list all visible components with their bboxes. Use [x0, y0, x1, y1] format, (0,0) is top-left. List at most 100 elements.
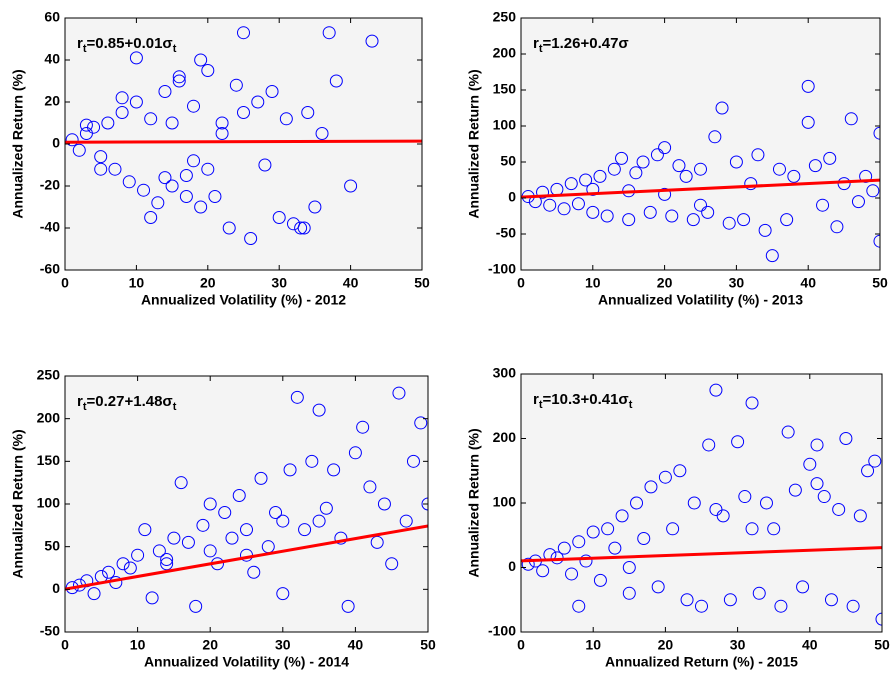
- annotation: rt=10.3+0.41σt: [533, 391, 633, 411]
- point: [658, 470, 672, 484]
- x-tick-label: 10: [585, 637, 601, 653]
- annotation-part: =0.27+1.48σ: [87, 393, 173, 410]
- fit-line: [65, 139, 422, 144]
- y-tick-label: 300: [493, 365, 517, 381]
- point: [651, 580, 665, 594]
- fit-line: [521, 178, 880, 199]
- point: [868, 454, 882, 468]
- point: [308, 200, 322, 214]
- point: [738, 490, 752, 504]
- point: [201, 64, 215, 77]
- point: [341, 599, 355, 613]
- x-tick-label: 0: [517, 637, 525, 653]
- point: [322, 26, 336, 40]
- point: [701, 205, 715, 219]
- point: [319, 501, 333, 515]
- point: [194, 53, 208, 67]
- y-tick-label: -60: [40, 261, 60, 277]
- y-tick-label: 150: [37, 452, 61, 468]
- point: [844, 112, 858, 126]
- point: [579, 554, 593, 568]
- annotation-part: t: [173, 401, 177, 413]
- x-axis-label: Annualized Volatility (%) - 2012: [141, 292, 346, 308]
- y-tick-label: 100: [493, 494, 517, 510]
- point: [385, 557, 399, 571]
- point: [745, 522, 759, 536]
- point: [218, 506, 232, 520]
- annotation-part: t: [83, 43, 87, 55]
- point: [788, 483, 802, 497]
- point: [165, 116, 179, 130]
- point: [673, 464, 687, 478]
- annotation-part: r: [533, 35, 539, 52]
- point: [694, 162, 707, 176]
- x-tick-label: 30: [271, 275, 287, 291]
- point: [194, 200, 208, 214]
- point: [758, 223, 772, 237]
- x-tick-label: 20: [200, 275, 216, 291]
- y-tick-label: 60: [44, 9, 60, 25]
- x-tick-label: 40: [800, 275, 816, 291]
- point: [363, 480, 377, 494]
- point: [832, 502, 846, 516]
- point: [102, 565, 116, 579]
- point: [702, 438, 716, 452]
- point: [853, 509, 867, 523]
- point: [137, 183, 151, 197]
- annotation-part: =10.3+0.41σ: [543, 391, 629, 408]
- point: [859, 169, 873, 183]
- plot-content: [65, 26, 422, 245]
- point: [650, 148, 664, 162]
- point: [816, 198, 830, 212]
- point: [866, 184, 880, 198]
- point: [279, 112, 293, 126]
- point: [167, 531, 181, 545]
- point: [686, 213, 700, 227]
- point: [244, 232, 258, 245]
- point: [172, 70, 186, 84]
- x-tick-label: 0: [61, 275, 69, 291]
- point: [715, 101, 729, 115]
- point: [723, 593, 737, 607]
- point: [312, 514, 326, 528]
- annotation-part: t: [173, 43, 177, 55]
- x-tick-label: 50: [420, 637, 436, 653]
- point: [729, 155, 743, 169]
- point: [414, 416, 428, 430]
- y-axis-label: Annualized Return (%): [10, 69, 26, 218]
- x-tick-label: 20: [658, 637, 674, 653]
- x-tick-label: 10: [129, 275, 145, 291]
- y-tick-label: 0: [52, 580, 60, 596]
- annotation-part: =1.26+0.47σ: [543, 35, 629, 52]
- point: [830, 220, 844, 234]
- point: [765, 249, 779, 263]
- subplot: 0 10 20 30 40 50 -60 -40 -20 0 20 40 60 Annualized Vo…: [10, 9, 430, 308]
- point: [222, 221, 236, 235]
- point: [708, 130, 722, 144]
- y-tick-label: 0: [508, 558, 516, 574]
- y-tick-label: 200: [37, 409, 61, 425]
- point: [298, 523, 312, 537]
- point: [158, 85, 172, 98]
- point: [108, 162, 122, 176]
- point: [622, 561, 636, 574]
- y-tick-label: -50: [40, 623, 60, 639]
- point: [144, 211, 158, 224]
- point: [294, 221, 308, 235]
- point: [203, 497, 217, 511]
- point: [787, 169, 801, 183]
- point: [772, 162, 786, 176]
- point: [65, 133, 79, 147]
- annotation-part: r: [533, 391, 539, 408]
- y-tick-label: 100: [37, 495, 61, 511]
- point: [225, 531, 239, 545]
- point: [586, 525, 600, 539]
- fit-line: [65, 524, 428, 591]
- point: [536, 564, 550, 578]
- point: [615, 151, 629, 165]
- point: [301, 106, 315, 119]
- point: [744, 177, 758, 191]
- point: [187, 99, 201, 113]
- point: [658, 187, 672, 201]
